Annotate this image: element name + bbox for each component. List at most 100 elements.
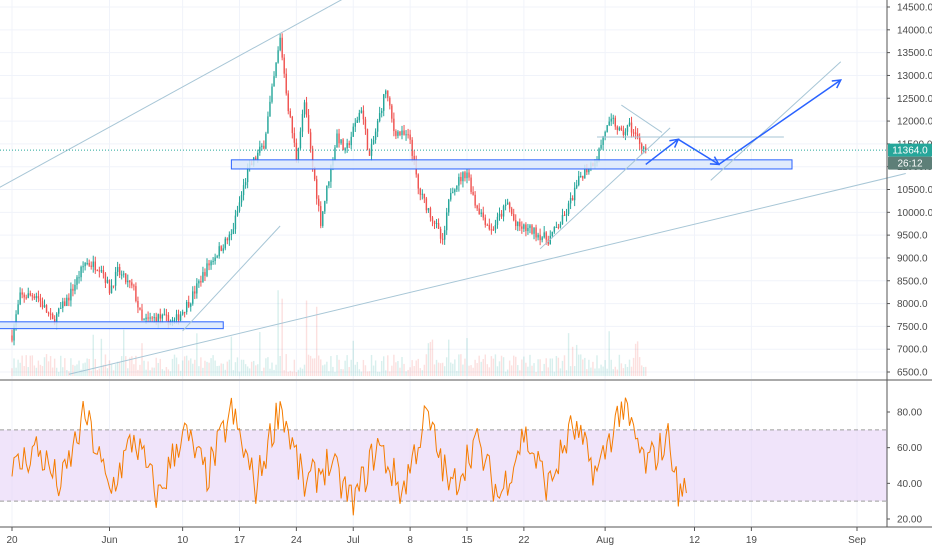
volume-bar <box>433 364 436 376</box>
candle-body <box>173 319 176 321</box>
time-axis[interactable]: 20 Jun 10 17 24 Jul 8 15 22 Aug 12 19 Sep <box>6 527 866 546</box>
price-tick-label: 8500.0 <box>897 276 928 287</box>
volume-bar <box>352 340 354 376</box>
candle-body <box>429 208 432 218</box>
candle-body <box>125 273 127 283</box>
volume-bar <box>297 369 300 376</box>
volume-bar <box>561 360 564 376</box>
volume-bar <box>273 369 275 376</box>
volume-bar <box>368 371 371 376</box>
volume-bar <box>452 363 454 376</box>
candle-body <box>389 97 391 106</box>
price-tick-label: 13000.0 <box>897 71 932 82</box>
volume-bar <box>208 362 210 376</box>
volume-bar <box>53 358 56 376</box>
price-tick-label: 10000.0 <box>897 208 932 219</box>
candle-body <box>640 143 643 149</box>
volume-bar <box>372 365 375 376</box>
volume-bar <box>43 357 46 376</box>
volume-bar <box>437 362 440 376</box>
volume-bar <box>255 365 257 376</box>
volume-bar <box>421 370 424 376</box>
rsi-axis[interactable]: 80.00 60.00 40.00 20.00 <box>887 408 922 526</box>
price-tick-label: 14500.0 <box>897 3 932 14</box>
candle-body <box>139 307 141 310</box>
time-tick-label: Jul <box>347 535 360 546</box>
volume-bar <box>35 367 38 376</box>
candle-body <box>208 263 210 266</box>
price-tick-label: 7500.0 <box>897 322 928 333</box>
volume-bar <box>102 364 105 376</box>
candle-body <box>210 261 212 266</box>
volume-bar <box>608 331 610 376</box>
volume-bar <box>521 359 523 376</box>
candle-body <box>464 172 466 179</box>
volume-bar <box>114 364 117 376</box>
volume-bar <box>96 370 99 376</box>
time-tick-label: 12 <box>689 535 701 546</box>
volume-bar <box>602 366 604 376</box>
volume-bar <box>466 338 468 376</box>
rsi-tick-label: 80.00 <box>897 408 922 419</box>
candle-body <box>236 210 239 216</box>
volume-bar <box>47 361 50 376</box>
candle-body <box>508 202 511 209</box>
candle-body <box>74 284 76 291</box>
volume-bar <box>360 371 363 376</box>
candle-body <box>488 224 491 230</box>
projection-path <box>645 79 842 166</box>
candle-body <box>569 197 572 204</box>
volume-bar <box>269 368 271 376</box>
candle-body <box>90 265 92 267</box>
resistance-zone-upper <box>230 159 793 170</box>
volume-bar <box>285 354 287 376</box>
volume-bar <box>287 371 289 376</box>
price-tick-label: 10500.0 <box>897 185 932 196</box>
volume-bar <box>569 366 572 376</box>
volume-bar <box>590 367 592 376</box>
candle-body <box>55 313 58 324</box>
volume-bar <box>267 357 269 376</box>
volume-bar <box>39 364 42 376</box>
volume-bar <box>342 369 344 376</box>
volume-bar <box>358 369 361 376</box>
rsi-tick-label: 20.00 <box>897 515 922 526</box>
target-channel-line <box>710 61 842 181</box>
candle-body <box>462 172 464 182</box>
candle-body <box>192 291 194 304</box>
volume-bar <box>600 364 602 376</box>
candle-body <box>480 212 482 214</box>
candle-body <box>435 223 438 225</box>
candle-body <box>490 229 493 231</box>
candle-body <box>513 214 515 221</box>
volume-bar <box>525 362 527 376</box>
time-tick-label: Aug <box>596 535 614 546</box>
candle-body <box>584 169 586 179</box>
price-axis[interactable]: 14500.0 14000.0 13500.0 13000.0 12500.0 12000… <box>887 3 932 379</box>
volume-bar <box>582 359 584 376</box>
countdown-label: 26:12 <box>888 156 932 170</box>
volume-bar <box>147 361 149 376</box>
volume-bar <box>196 333 198 376</box>
candle-body <box>232 229 235 234</box>
candle-body <box>452 191 454 193</box>
volume-bar <box>411 360 413 376</box>
volume-bar <box>508 360 511 376</box>
candle-body <box>372 139 375 145</box>
volume-bar <box>498 361 501 376</box>
candle-body <box>510 208 513 215</box>
volume-bar <box>173 354 176 376</box>
candle-body <box>185 302 188 313</box>
volume-bar <box>250 361 253 376</box>
candle-body <box>179 314 182 321</box>
volume-bar <box>338 359 340 376</box>
candle-body <box>281 37 283 58</box>
candle-body <box>84 263 86 267</box>
candle-body <box>484 217 486 225</box>
candle-body <box>157 314 159 323</box>
volume-bar <box>90 370 92 376</box>
candle-body <box>133 285 135 287</box>
candle-body <box>364 119 367 130</box>
candle-body <box>60 307 62 309</box>
